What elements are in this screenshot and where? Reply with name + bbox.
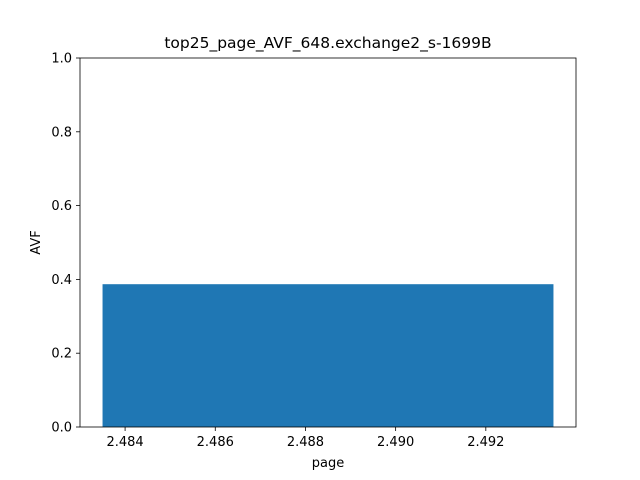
- y-tick-label: 1.0: [51, 52, 72, 67]
- bar-0: [102, 284, 554, 427]
- x-tick-label: 2.492: [467, 435, 504, 450]
- y-axis-label: AVF: [29, 230, 44, 254]
- x-tick-label: 2.490: [377, 435, 414, 450]
- x-axis-label: page: [312, 456, 344, 471]
- y-tick-label: 0.0: [51, 421, 72, 436]
- x-tick-label: 2.486: [197, 435, 234, 450]
- y-axis-ticks: 0.0 0.2 0.4 0.6 0.8 1.0: [51, 52, 80, 436]
- y-tick-label: 0.4: [51, 273, 72, 288]
- x-axis-ticks: 2.484 2.486 2.488 2.490 2.492: [106, 427, 504, 450]
- x-tick-label: 2.484: [106, 435, 143, 450]
- y-tick-label: 0.6: [51, 199, 72, 214]
- bars: [102, 284, 554, 427]
- axes-frame: [79, 57, 577, 428]
- y-tick-label: 0.2: [51, 347, 72, 362]
- y-tick-label: 0.8: [51, 125, 72, 140]
- x-tick-label: 2.488: [287, 435, 324, 450]
- chart-title: top25_page_AVF_648.exchange2_s-1699B: [164, 34, 491, 53]
